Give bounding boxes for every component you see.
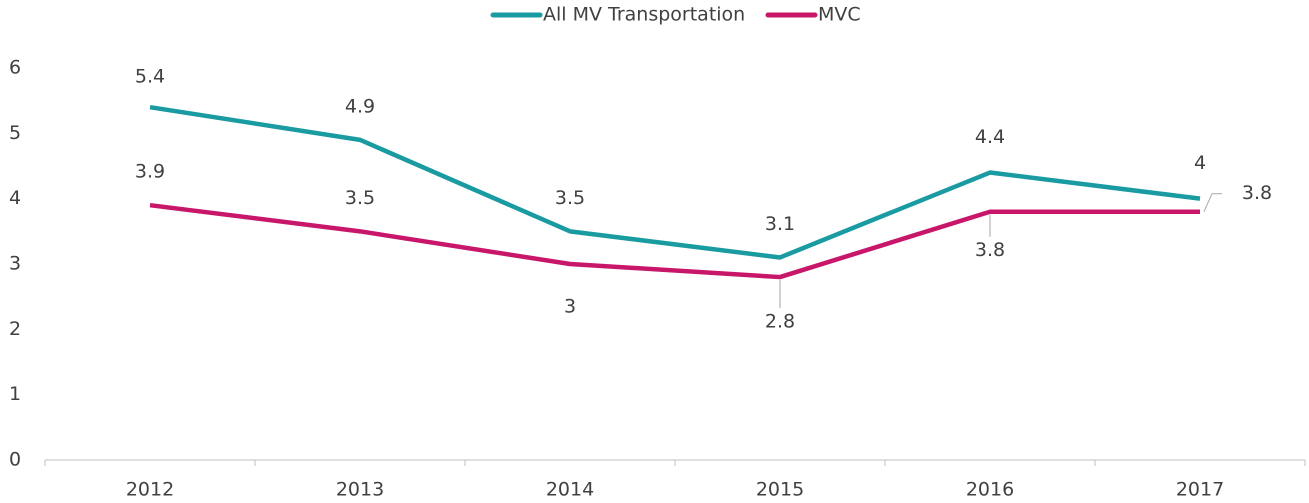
data-label: 3 — [564, 296, 576, 318]
x-tick-label: 2015 — [756, 479, 804, 501]
data-label: 3.5 — [345, 187, 375, 209]
series-line — [149, 104, 1201, 260]
leader-line — [1203, 193, 1213, 212]
data-label: 2.8 — [765, 311, 795, 333]
data-label: 3.8 — [1242, 182, 1272, 204]
y-tick-label: 6 — [9, 57, 21, 79]
y-tick-label: 0 — [9, 449, 21, 471]
x-tick-label: 2013 — [336, 479, 384, 501]
y-tick-label: 3 — [9, 253, 21, 275]
x-tick-label: 2014 — [546, 479, 594, 501]
x-tick-label: 2012 — [126, 479, 174, 501]
data-label: 3.9 — [135, 161, 165, 183]
data-label: 4.9 — [345, 95, 375, 117]
x-tick-label: 2016 — [966, 479, 1014, 501]
y-tick-label: 4 — [9, 187, 21, 209]
data-label: 3.8 — [975, 239, 1005, 261]
legend-label: MVC — [818, 4, 861, 26]
legend-label: All MV Transportation — [543, 4, 745, 26]
data-label: 5.4 — [135, 66, 165, 88]
data-label: 3.5 — [555, 187, 585, 209]
y-tick-label: 2 — [9, 318, 21, 340]
x-tick-label: 2017 — [1176, 479, 1224, 501]
data-label: 4.4 — [975, 126, 1005, 148]
data-label: 3.1 — [765, 213, 795, 235]
data-label: 4 — [1194, 152, 1206, 174]
y-tick-label: 1 — [9, 383, 21, 405]
series-line — [149, 202, 1200, 280]
y-tick-label: 5 — [9, 122, 21, 144]
